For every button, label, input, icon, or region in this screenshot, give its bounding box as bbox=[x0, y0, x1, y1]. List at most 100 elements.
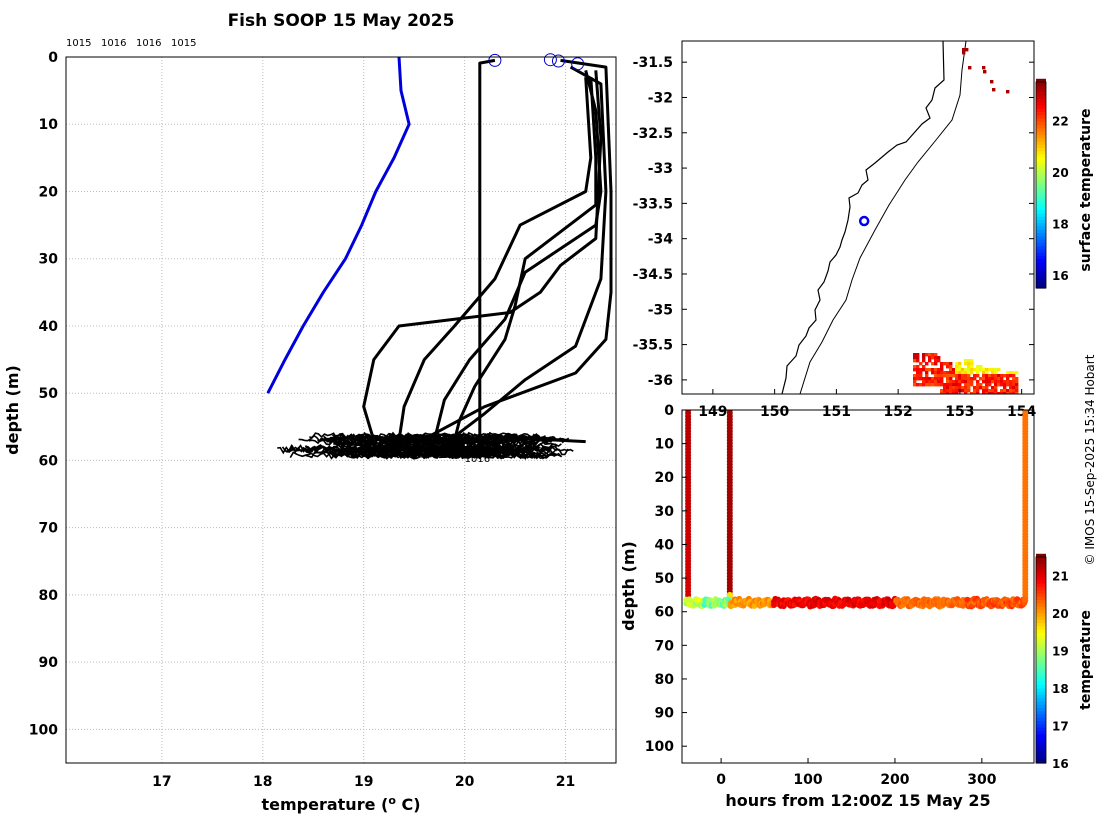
lat-tick-label: -35.5 bbox=[633, 338, 673, 354]
sst-pixel bbox=[976, 374, 980, 378]
sst-pixel bbox=[916, 359, 920, 363]
sst-pixel bbox=[988, 380, 992, 384]
colorbar-band bbox=[1036, 635, 1046, 640]
y-tick-label: 20 bbox=[39, 184, 59, 200]
sst-pixel bbox=[970, 359, 974, 363]
sst-pixel bbox=[994, 380, 998, 384]
colorbar-band bbox=[1036, 239, 1046, 243]
y-tick-labels: 0 10 20 30 40 50 60 70 80 90 100 bbox=[29, 50, 58, 738]
sst-pixel bbox=[934, 380, 938, 384]
sst-pixel bbox=[949, 374, 953, 378]
sst-pixel bbox=[949, 386, 953, 390]
colorbar-band bbox=[1036, 661, 1046, 666]
colorbar-band bbox=[1036, 186, 1046, 191]
sst-pixel bbox=[922, 380, 926, 384]
colorbar-band bbox=[1036, 203, 1046, 207]
sst-pixel bbox=[967, 371, 971, 375]
depth-tick-label: 70 bbox=[655, 638, 675, 654]
cluster-line bbox=[393, 447, 516, 457]
sst-pixel bbox=[1003, 380, 1007, 384]
sst-pixel bbox=[958, 365, 962, 369]
sst-pixel bbox=[913, 374, 917, 378]
sst-pixel bbox=[955, 374, 959, 378]
sst-pixel bbox=[949, 377, 953, 381]
sst-pixel bbox=[940, 392, 944, 394]
sst-pixel bbox=[988, 374, 992, 378]
profile-line-3 bbox=[448, 65, 608, 442]
plot-frame bbox=[65, 56, 617, 764]
colorbar-band bbox=[1036, 193, 1046, 198]
sst-pixel bbox=[1003, 389, 1007, 393]
sst-pixel bbox=[967, 389, 971, 393]
sst-pixel bbox=[925, 374, 929, 378]
colorbar-band bbox=[1036, 248, 1046, 253]
sst-pixel bbox=[1006, 377, 1010, 381]
sst-pixel bbox=[955, 389, 959, 393]
sst-pixel bbox=[913, 356, 917, 360]
sst-pixel bbox=[1015, 371, 1019, 375]
sst-pixel bbox=[943, 392, 947, 394]
sst-pixel bbox=[1000, 389, 1004, 393]
colorbar-tick-label: 21 bbox=[1052, 570, 1069, 584]
colorbar-band bbox=[1036, 232, 1046, 237]
sst-pixel bbox=[970, 365, 974, 369]
sst-pixel bbox=[916, 371, 920, 375]
sst-pixel bbox=[1012, 377, 1016, 381]
sst-pixel bbox=[1015, 386, 1019, 390]
colorbar-band bbox=[1036, 281, 1046, 286]
depth-tick-labels: 0 10 20 30 40 50 60 70 80 90 100 bbox=[645, 403, 687, 755]
colorbar-band bbox=[1036, 655, 1046, 659]
sst-pixel bbox=[1012, 383, 1016, 387]
cluster-line bbox=[317, 437, 497, 446]
colorbar-band bbox=[1036, 111, 1046, 116]
sst-pixel bbox=[964, 374, 968, 378]
colorbar-band bbox=[1036, 124, 1046, 129]
time-depth-frame bbox=[681, 409, 1035, 764]
lat-tick-label: -36 bbox=[648, 373, 673, 389]
sst-pixel bbox=[943, 386, 947, 390]
sst-pixel bbox=[982, 386, 986, 390]
profile-line-6 bbox=[397, 77, 593, 441]
sst-pixel bbox=[964, 383, 968, 387]
profile-line-5 bbox=[453, 77, 598, 441]
colorbar-frame bbox=[1035, 556, 1047, 764]
sst-pixel bbox=[913, 383, 917, 387]
colorbar-tick-label: 20 bbox=[1052, 166, 1069, 180]
sst-pixel bbox=[952, 383, 956, 387]
sst-pixel bbox=[1009, 380, 1013, 384]
cluster-line bbox=[334, 450, 536, 459]
colorbar-band bbox=[1036, 261, 1046, 266]
sst-pixel bbox=[1003, 383, 1007, 387]
sst-pixel bbox=[967, 377, 971, 381]
sst-pixel bbox=[988, 377, 992, 381]
sst-pixel bbox=[919, 368, 923, 372]
sst-pixel bbox=[970, 392, 974, 394]
sst-pixel bbox=[1003, 392, 1007, 394]
colorbar-tick-label: 18 bbox=[1052, 682, 1069, 696]
sst-pixel bbox=[934, 362, 938, 366]
sst-pixel bbox=[928, 377, 932, 381]
latitude-tick-labels: -31.5 -32 -32.5 -33 -33.5 -34 -34.5 -35 -35.5 -36 bbox=[633, 55, 1034, 389]
sst-pixel bbox=[976, 371, 980, 375]
depth-tick-label: 30 bbox=[655, 504, 675, 520]
colorbar-band bbox=[1036, 108, 1046, 113]
sst-pixel bbox=[991, 377, 995, 381]
sst-pixel bbox=[1006, 389, 1010, 393]
colorbar-band bbox=[1036, 727, 1046, 731]
sst-pixel bbox=[931, 377, 935, 381]
top-label: 1016 bbox=[101, 38, 126, 49]
y-tick-label: 90 bbox=[39, 655, 59, 671]
colorbar-band bbox=[1036, 717, 1046, 722]
colorbar-band bbox=[1036, 694, 1046, 699]
depth-tick-label: 60 bbox=[655, 605, 675, 621]
depth-tick-label: 100 bbox=[645, 739, 674, 755]
sst-pixel bbox=[946, 383, 950, 387]
colorbar-band bbox=[1036, 596, 1046, 601]
sst-pixel bbox=[946, 392, 950, 394]
colorbar-band bbox=[1036, 664, 1046, 669]
sst-pixel bbox=[973, 386, 977, 390]
colorbar-band bbox=[1036, 619, 1046, 623]
colorbar-band bbox=[1036, 638, 1046, 643]
sst-pixel bbox=[961, 371, 965, 375]
sst-pixel bbox=[955, 386, 959, 390]
